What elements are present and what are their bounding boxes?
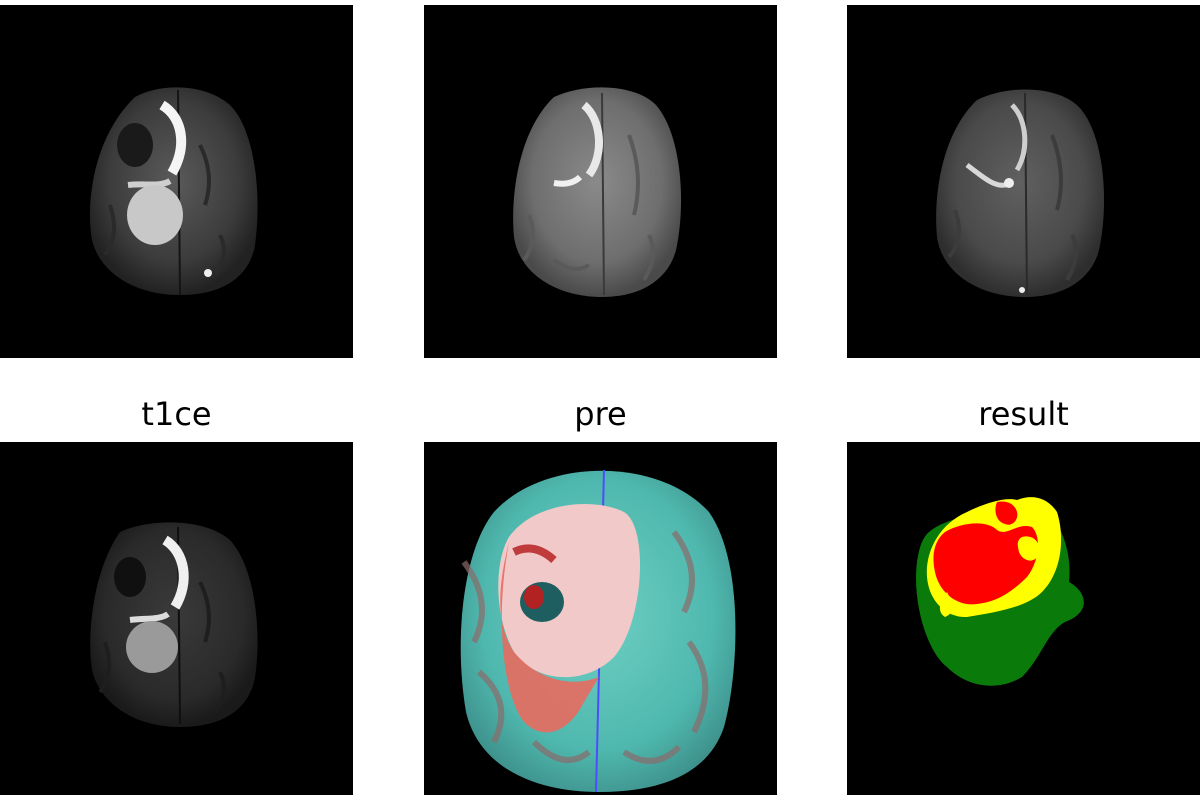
mri-slice-top-right — [936, 89, 1105, 297]
result-segmentation — [916, 497, 1084, 686]
caption-pre: pre — [574, 395, 627, 433]
t1ce-panel — [0, 442, 353, 795]
result-panel — [847, 442, 1200, 795]
mri-slice-top-center — [513, 87, 682, 297]
mri-panel-top-right — [847, 5, 1200, 358]
caption-t1ce: t1ce — [141, 395, 212, 433]
t1ce-slice — [90, 522, 258, 727]
mri-panel-top-left — [0, 5, 353, 358]
caption-result: result — [978, 395, 1069, 433]
mri-slice-top-left — [89, 87, 258, 296]
mri-panel-top-center — [424, 5, 777, 358]
pre-colored-composite — [460, 469, 736, 793]
pre-panel — [424, 442, 777, 795]
